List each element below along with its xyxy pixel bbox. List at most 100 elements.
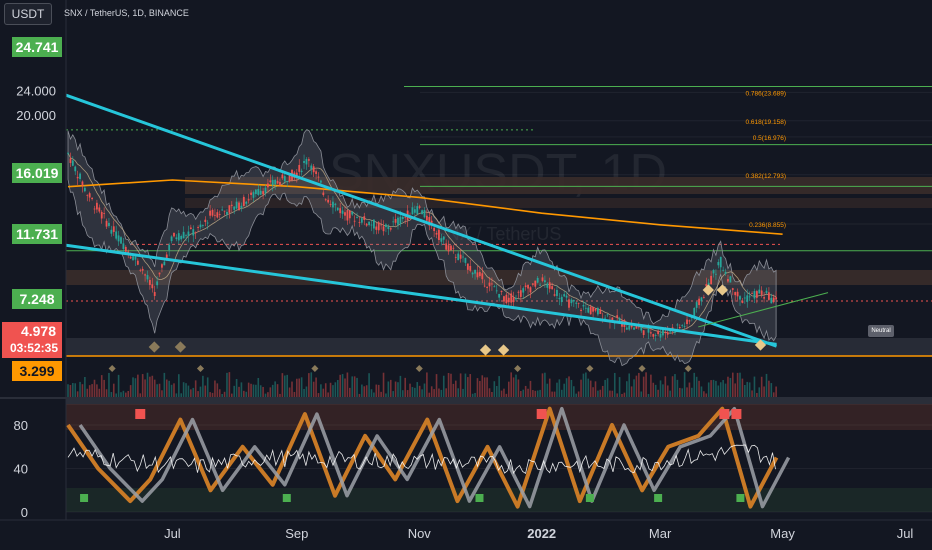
candle-body — [129, 256, 132, 259]
candle-body — [534, 280, 537, 287]
volume-bar — [358, 393, 361, 398]
volume-bar — [170, 384, 173, 398]
candle-body — [452, 247, 455, 249]
volume-bar — [758, 387, 761, 398]
candle-body — [531, 283, 534, 285]
candle-body — [469, 265, 472, 271]
candle-body — [110, 229, 113, 234]
candle-body — [127, 251, 130, 253]
volume-bar — [283, 375, 286, 398]
candle-body — [640, 327, 643, 331]
candle-body — [746, 295, 749, 302]
fib-level-label: 0.5(16.976) — [753, 135, 786, 142]
currency-button[interactable]: USDT — [4, 3, 52, 25]
volume-bar — [666, 385, 669, 398]
fib-level-label: 0.382(12.793) — [746, 173, 786, 180]
volume-bar — [296, 378, 298, 398]
candle-body — [194, 232, 197, 234]
candle-body — [594, 308, 597, 311]
small-diamond-marker — [196, 364, 205, 373]
candle-body — [173, 232, 175, 237]
volume-bar — [397, 382, 399, 398]
signal-marker — [174, 341, 187, 353]
volume-bar — [293, 391, 296, 398]
volume-bar — [563, 383, 565, 398]
volume-bar — [320, 384, 322, 398]
volume-bar — [250, 383, 252, 398]
candle-body — [108, 222, 110, 226]
candle-body — [666, 332, 669, 335]
volume-bar — [226, 372, 228, 398]
candle-body — [618, 318, 621, 322]
candle-body — [478, 272, 481, 276]
candle-body — [120, 237, 122, 244]
candle-body — [430, 220, 433, 223]
candle-body — [74, 166, 77, 172]
volume-bar — [727, 376, 729, 398]
candle-body — [599, 309, 602, 314]
candle-body — [698, 298, 700, 306]
candle-body — [734, 292, 737, 296]
volume-bar — [385, 393, 387, 398]
volume-bar — [351, 376, 354, 398]
x-tick-label: 2022 — [527, 526, 556, 541]
volume-bar — [402, 390, 404, 398]
volume-bar — [729, 377, 732, 398]
volume-bar — [173, 383, 175, 398]
volume-bar — [404, 377, 407, 398]
candle-body — [606, 314, 609, 316]
candle-body — [404, 216, 407, 218]
candle-body — [722, 269, 725, 271]
candle-body — [163, 261, 166, 266]
candle-body — [189, 227, 192, 230]
fib-level-label: 0.236(8.855) — [749, 222, 786, 229]
volume-bar — [363, 386, 366, 398]
candle-body — [348, 210, 351, 219]
candle-body — [336, 207, 339, 211]
candle-body — [527, 284, 529, 289]
price-pill-24741: 24.741 — [12, 37, 62, 57]
volume-bar — [336, 379, 339, 398]
volume-bar — [739, 372, 741, 398]
volume-bar — [356, 377, 358, 398]
candle-body — [770, 297, 773, 304]
volume-bar — [635, 375, 638, 398]
volume-bar — [582, 373, 585, 398]
volume-bar — [141, 374, 144, 398]
price-pill-3299: 3.299 — [12, 361, 62, 381]
candle-body — [719, 256, 722, 268]
candle-body — [339, 208, 342, 214]
candle-body — [755, 291, 758, 298]
candle-body — [235, 201, 238, 209]
volume-bar — [392, 391, 394, 398]
volume-bar — [105, 389, 108, 398]
candle-body — [510, 293, 513, 303]
volume-bar — [462, 388, 464, 398]
signal-marker — [148, 341, 160, 353]
volume-bar — [558, 379, 561, 398]
candle-body — [748, 296, 751, 298]
candle-body — [568, 299, 570, 308]
candle-body — [548, 282, 551, 289]
levels-layer — [66, 86, 932, 357]
candle-body — [551, 286, 554, 290]
candle-body — [288, 174, 291, 182]
volume-bar — [616, 393, 618, 398]
oscillator-tick-label: 80 — [14, 418, 28, 433]
candle-body — [457, 253, 460, 261]
volume-bar — [433, 389, 435, 398]
candle-body — [440, 238, 443, 242]
volume-bar — [72, 383, 74, 398]
candle-body — [300, 170, 303, 173]
volume-bar — [81, 384, 84, 398]
volume-bar — [575, 393, 578, 398]
volume-bar — [238, 386, 240, 398]
volume-bar — [79, 381, 81, 398]
volume-bar — [247, 382, 250, 398]
volume-bar — [67, 384, 69, 398]
volume-bar — [715, 380, 717, 398]
volume-bar — [300, 377, 303, 398]
current-price-value: 4.978 — [20, 323, 56, 339]
volume-bar — [517, 379, 520, 398]
volume-bar — [551, 391, 553, 398]
